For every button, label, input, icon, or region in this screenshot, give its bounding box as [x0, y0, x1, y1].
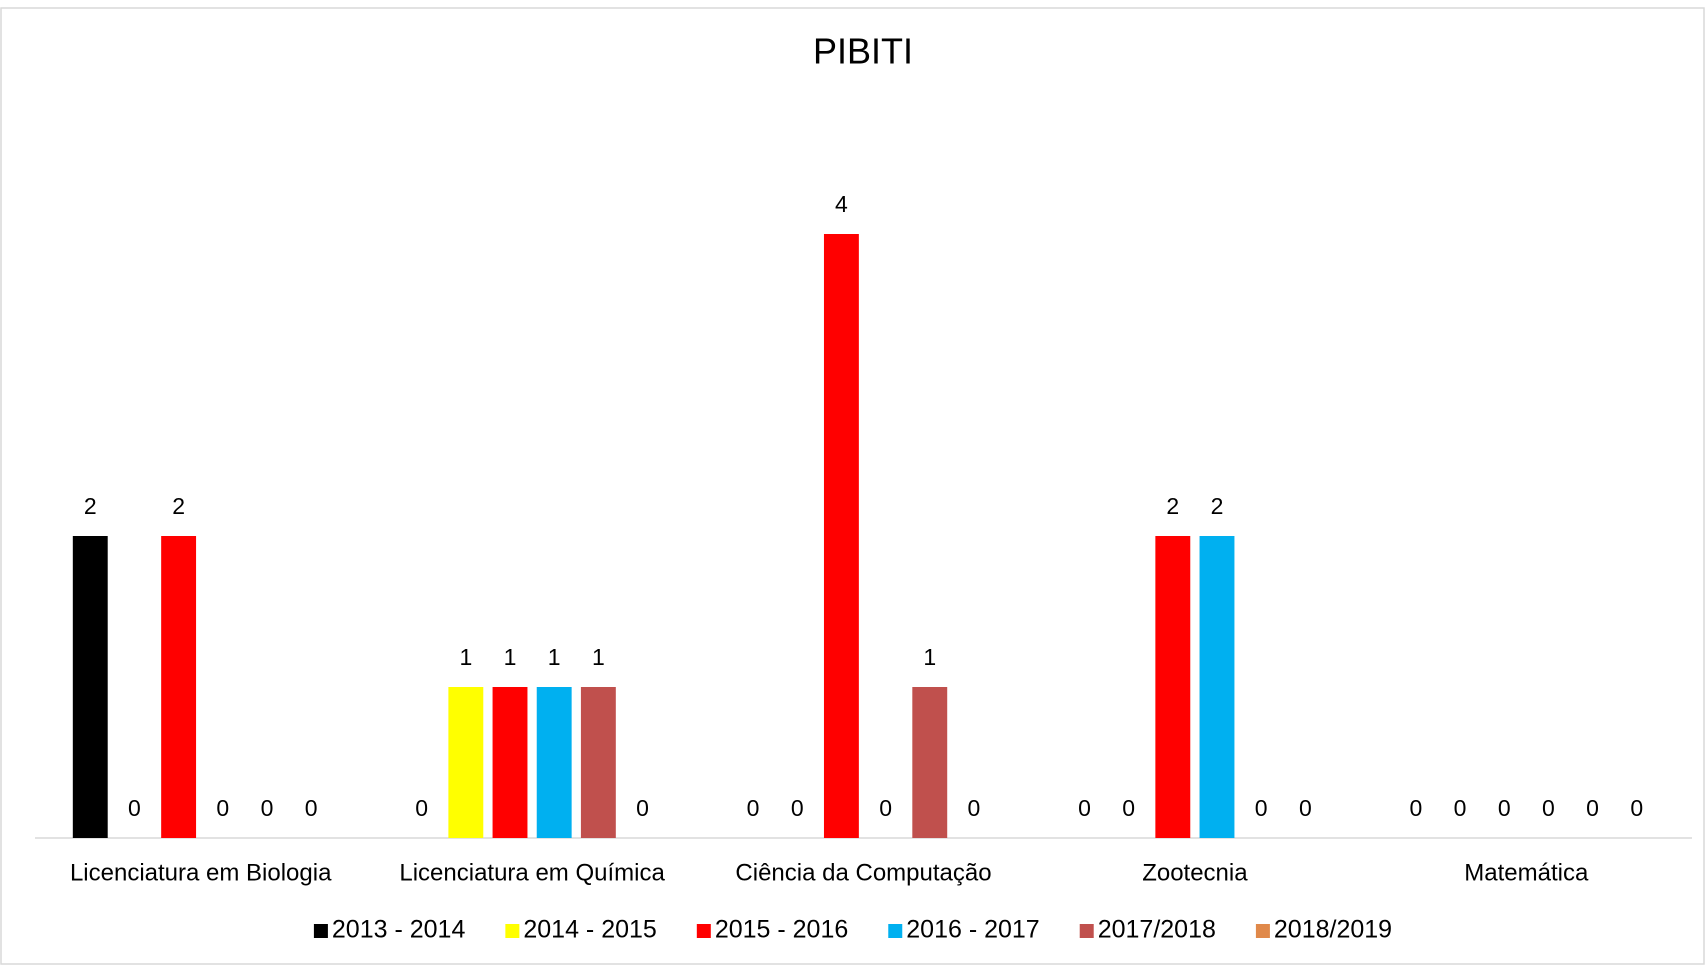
legend-swatch: [1255, 924, 1270, 938]
legend-label: 2016 - 2017: [906, 916, 1039, 944]
x-tick-label: Ciência da Computação: [735, 859, 991, 886]
data-label: 0: [128, 795, 141, 821]
data-label: 0: [1122, 795, 1135, 821]
data-label: 0: [1299, 795, 1312, 821]
data-label: 1: [923, 644, 936, 670]
data-label: 0: [1498, 795, 1511, 821]
data-label: 2: [1211, 493, 1224, 519]
bar: [823, 234, 859, 838]
data-label: 1: [459, 644, 472, 670]
legend-swatch: [1079, 924, 1094, 938]
data-label: 2: [84, 493, 97, 519]
legend-label: 2017/2018: [1098, 916, 1216, 944]
legend-label: 2014 - 2015: [523, 916, 656, 944]
legend-swatch: [505, 924, 520, 938]
bar: [72, 536, 108, 838]
legend-swatch: [888, 924, 903, 938]
data-label: 1: [592, 644, 605, 670]
bar: [161, 536, 197, 838]
legend-swatch: [313, 924, 328, 938]
bar: [448, 687, 484, 838]
bar: [580, 687, 616, 838]
data-label: 2: [1166, 493, 1179, 519]
bar: [536, 687, 572, 838]
data-label: 0: [1255, 795, 1268, 821]
data-label: 0: [1586, 795, 1599, 821]
data-label: 0: [1409, 795, 1422, 821]
bar: [1199, 536, 1235, 838]
legend-swatch: [696, 924, 711, 938]
bar: [1155, 536, 1191, 838]
data-label: 0: [1630, 795, 1643, 821]
data-label: 0: [791, 795, 804, 821]
x-tick-label: Licenciatura em Biologia: [70, 859, 332, 886]
data-label: 4: [835, 191, 848, 217]
legend-item: 2017/2018: [1079, 916, 1216, 944]
legend-item: 2015 - 2016: [696, 916, 848, 944]
data-label: 0: [415, 795, 428, 821]
data-label: 0: [216, 795, 229, 821]
data-label: 0: [1078, 795, 1091, 821]
data-label: 0: [261, 795, 274, 821]
data-label: 0: [879, 795, 892, 821]
data-label: 1: [504, 644, 517, 670]
legend-item: 2014 - 2015: [505, 916, 657, 944]
data-label: 2: [172, 493, 185, 519]
bar: [492, 687, 528, 838]
x-tick-label: Licenciatura em Química: [399, 859, 665, 886]
legend-label: 2018/2019: [1274, 916, 1392, 944]
data-label: 0: [305, 795, 318, 821]
data-label: 0: [1454, 795, 1467, 821]
legend-item: 2016 - 2017: [888, 916, 1040, 944]
legend-item: 2013 - 2014: [313, 916, 466, 944]
data-label: 0: [747, 795, 760, 821]
legend-label: 2013 - 2014: [332, 916, 466, 944]
bar: [912, 687, 948, 838]
data-label: 0: [1542, 795, 1555, 821]
legend-label: 2015 - 2016: [715, 916, 848, 944]
x-tick-label: Zootecnia: [1142, 859, 1248, 886]
data-label: 0: [968, 795, 981, 821]
x-tick-label: Matemática: [1464, 859, 1589, 886]
data-label: 1: [548, 644, 561, 670]
chart-title: PIBITI: [813, 31, 913, 72]
legend-item: 2018/2019: [1255, 916, 1392, 944]
data-label: 0: [636, 795, 649, 821]
